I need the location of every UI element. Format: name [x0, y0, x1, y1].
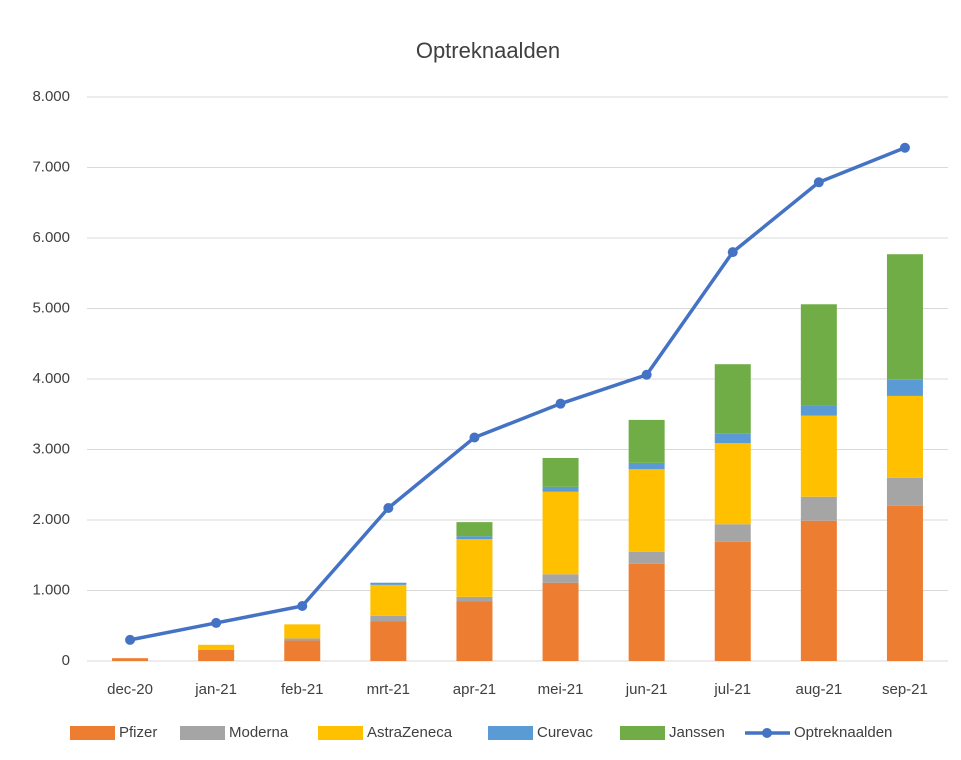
bar-segment — [370, 621, 407, 661]
legend-swatch — [762, 728, 772, 738]
bar-segment — [628, 551, 665, 564]
line-point — [555, 398, 566, 409]
line-point — [383, 503, 394, 514]
bar-segment — [800, 415, 837, 497]
bar-segment — [542, 457, 579, 487]
bar-segment — [284, 624, 321, 639]
y-tick-label: 3.000 — [32, 440, 70, 457]
y-tick-label: 5.000 — [32, 299, 70, 316]
bar-segment — [542, 574, 579, 583]
line-point — [211, 617, 222, 628]
x-tick-label: jul-21 — [713, 681, 751, 698]
line-point — [899, 142, 910, 153]
bar-segment — [284, 638, 321, 641]
x-tick-label: sep-21 — [882, 681, 928, 698]
bar-segment — [886, 395, 923, 478]
bar-segment — [370, 584, 407, 616]
bar-segment — [886, 505, 923, 661]
x-tick-label: dec-20 — [107, 681, 153, 698]
x-tick-label: feb-21 — [281, 681, 324, 698]
legend-label: Pfizer — [119, 724, 157, 741]
line-point — [641, 369, 652, 380]
bar-segment — [800, 520, 837, 661]
bar-segment — [542, 486, 579, 492]
y-tick-label: 8.000 — [32, 88, 70, 105]
bar-segment — [800, 304, 837, 406]
bar-segment — [628, 462, 665, 470]
line-point — [125, 634, 136, 645]
bar-segment — [456, 601, 493, 661]
x-tick-label: mei-21 — [538, 681, 584, 698]
bar-segment — [628, 563, 665, 661]
bar-segment — [542, 582, 579, 661]
bar-segment — [370, 582, 407, 585]
chart-title: Optreknaalden — [416, 38, 560, 63]
bar-segment — [456, 536, 493, 540]
bar-segment — [886, 477, 923, 506]
line-point — [727, 247, 738, 258]
legend-label: Optreknaalden — [794, 724, 892, 741]
x-tick-label: aug-21 — [795, 681, 842, 698]
y-tick-label: 0 — [62, 652, 70, 669]
bar-segment — [198, 649, 235, 661]
legend-swatch — [70, 726, 115, 740]
bar-segment — [628, 469, 665, 552]
bar-segment — [714, 541, 751, 661]
bar-segment — [886, 379, 923, 396]
bar-segment — [628, 419, 665, 463]
line-point — [469, 432, 480, 443]
legend-label: Moderna — [229, 724, 289, 741]
bar-segment — [542, 491, 579, 575]
legend-label: Curevac — [537, 724, 593, 741]
x-tick-label: apr-21 — [453, 681, 496, 698]
bar-segment — [112, 658, 149, 661]
legend-swatch — [318, 726, 363, 740]
y-tick-label: 1.000 — [32, 581, 70, 598]
x-tick-label: jun-21 — [625, 681, 668, 698]
bar-segment — [456, 596, 493, 602]
legend-label: Janssen — [669, 724, 725, 741]
bar-segment — [714, 524, 751, 542]
bar-segment — [456, 522, 493, 537]
legend-label: AstraZeneca — [367, 724, 453, 741]
bar-segment — [800, 496, 837, 521]
line — [129, 146, 906, 642]
y-tick-label: 4.000 — [32, 370, 70, 387]
legend-swatch — [488, 726, 533, 740]
y-tick-label: 7.000 — [32, 158, 70, 175]
bar-segment — [284, 640, 321, 661]
x-tick-label: mrt-21 — [367, 681, 410, 698]
line-point — [813, 177, 824, 188]
legend-swatch — [620, 726, 665, 740]
y-tick-label: 2.000 — [32, 511, 70, 528]
bar-segment — [714, 443, 751, 525]
line-point — [297, 601, 308, 612]
bar-segment — [800, 405, 837, 416]
bar-segment — [198, 644, 235, 650]
y-tick-label: 6.000 — [32, 229, 70, 246]
bar-segment — [714, 433, 751, 444]
bar-segment — [714, 364, 751, 434]
x-tick-label: jan-21 — [194, 681, 237, 698]
bar-segment — [456, 539, 493, 597]
bar-segment — [886, 254, 923, 380]
legend-swatch — [180, 726, 225, 740]
bar-segment — [370, 615, 407, 622]
